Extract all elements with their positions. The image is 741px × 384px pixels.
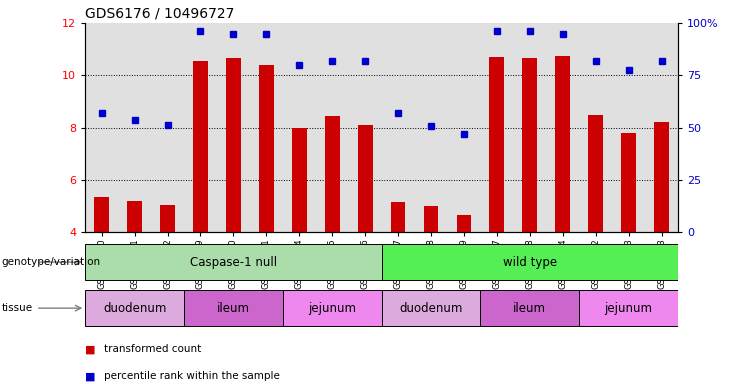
Bar — [358, 125, 373, 232]
Bar — [85, 244, 382, 280]
Text: genotype/variation: genotype/variation — [1, 257, 101, 267]
Text: ■: ■ — [85, 371, 96, 381]
Bar — [94, 197, 109, 232]
Bar — [424, 206, 439, 232]
Bar — [226, 58, 241, 232]
Bar — [391, 202, 405, 232]
Bar — [184, 290, 283, 326]
Bar — [654, 122, 669, 232]
Bar — [325, 116, 339, 232]
Text: ileum: ileum — [514, 302, 546, 314]
Bar — [480, 290, 579, 326]
Bar — [456, 215, 471, 232]
Text: duodenum: duodenum — [399, 302, 462, 314]
Text: GDS6176 / 10496727: GDS6176 / 10496727 — [85, 7, 235, 20]
Bar — [382, 290, 480, 326]
Text: jejunum: jejunum — [605, 302, 653, 314]
Bar — [259, 65, 273, 232]
Bar — [621, 133, 636, 232]
Bar — [160, 205, 175, 232]
Bar — [579, 290, 678, 326]
Bar — [588, 114, 603, 232]
Bar — [522, 58, 537, 232]
Text: Caspase-1 null: Caspase-1 null — [190, 256, 277, 268]
Bar — [283, 290, 382, 326]
Text: jejunum: jejunum — [308, 302, 356, 314]
Text: transformed count: transformed count — [104, 344, 201, 354]
Bar — [555, 56, 570, 232]
Bar — [127, 201, 142, 232]
Bar — [490, 57, 505, 232]
Bar — [193, 61, 208, 232]
Text: ■: ■ — [85, 344, 96, 354]
Text: wild type: wild type — [502, 256, 557, 268]
Text: percentile rank within the sample: percentile rank within the sample — [104, 371, 279, 381]
Text: ileum: ileum — [217, 302, 250, 314]
Text: tissue: tissue — [1, 303, 33, 313]
Bar — [292, 127, 307, 232]
Bar — [382, 244, 678, 280]
Bar — [85, 290, 184, 326]
Text: duodenum: duodenum — [103, 302, 166, 314]
